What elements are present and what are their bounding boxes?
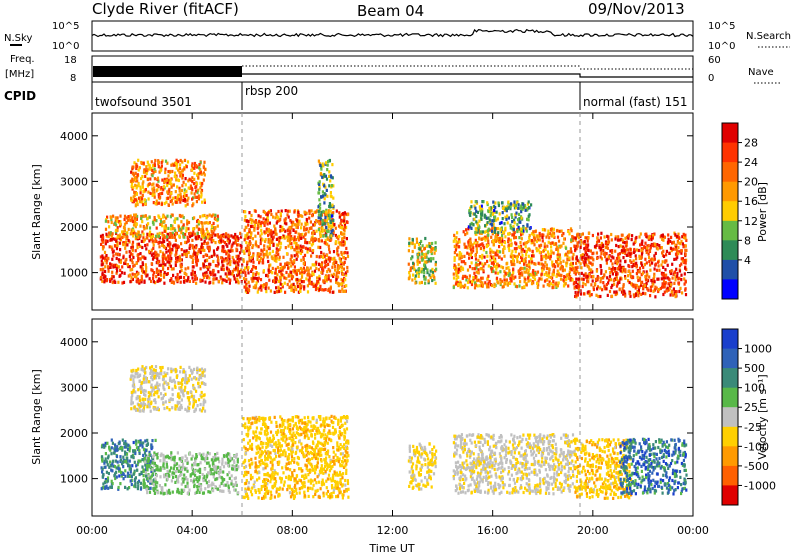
station-title: Clyde River (fitACF) (92, 0, 239, 18)
noise-tick-left-bottom: 10^0 (52, 41, 79, 52)
velocity-ytick-4000: 4000 (60, 336, 88, 349)
time-axis-label: Time UT (368, 542, 414, 554)
velocity-ytick-1000: 1000 (60, 473, 88, 486)
date-title: 09/Nov/2013 (588, 0, 685, 18)
velocity-region-5 (452, 433, 575, 496)
nave-tick-60: 60 (708, 55, 721, 66)
time-tick-6: 00:00 (677, 524, 709, 537)
noise-sky-line (91, 28, 694, 38)
power-cbar-tick-4: 12 (744, 215, 758, 228)
time-tick-5: 20:00 (577, 524, 609, 537)
power-colorbar: 28 24 20 16 12 8 4 (721, 122, 758, 300)
cpid-panel: CPID twofsound 3501 rbsp 200 normal (fas… (4, 81, 694, 110)
velocity-cbar-tick-1: 500 (744, 362, 765, 375)
power-ytick-3000: 3000 (60, 175, 88, 188)
cpid-segment-twofsound: twofsound 3501 (95, 95, 192, 109)
beam-title: Beam 04 (357, 2, 424, 20)
power-ytick-1000: 1000 (60, 267, 88, 280)
noise-search-label: N.Search (746, 31, 791, 42)
power-ytick-2000: 2000 (60, 221, 88, 234)
velocity-cbar-tick-3: 25 (744, 401, 758, 414)
power-region-5 (407, 236, 438, 285)
velocity-region-7 (619, 437, 688, 496)
power-region-0 (99, 231, 244, 285)
time-tick-3: 12:00 (377, 524, 409, 537)
time-tick-2: 08:00 (276, 524, 308, 537)
frequency-panel: Freq. [MHz] 18 8 60 0 Nave (5, 54, 780, 84)
time-tick-1: 04:00 (176, 524, 208, 537)
power-cbar-tick-6: 4 (744, 254, 751, 267)
freq-label-top: Freq. (10, 54, 35, 65)
velocity-panel: 1000 2000 3000 4000 Slant Range [km] (30, 318, 694, 517)
power-cbar-tick-5: 8 (744, 234, 751, 247)
power-panel: 1000 2000 3000 4000 Slant Range [km] (30, 112, 694, 311)
nave-label: Nave (748, 67, 774, 78)
velocity-cbar-tick-0: 1000 (744, 343, 772, 356)
nave-tick-0: 0 (708, 73, 714, 84)
cpid-segment-normal: normal (fast) 151 (583, 95, 687, 109)
velocity-cbar-tick-5: -100 (744, 440, 769, 453)
power-region-8 (572, 231, 688, 299)
power-region-6 (452, 227, 575, 290)
noise-tick-right-top: 10^5 (708, 21, 735, 32)
freq-tick-8: 8 (70, 73, 76, 84)
time-tick-0: 00:00 (76, 524, 108, 537)
velocity-ytick-3000: 3000 (60, 381, 88, 394)
time-axis: 00:00 04:00 08:00 12:00 16:00 20:00 00:00 (76, 113, 709, 537)
power-ylabel: Slant Range [km] (30, 164, 43, 260)
power-cbar-tick-2: 20 (744, 176, 758, 189)
cpid-segment-rbsp: rbsp 200 (245, 84, 298, 98)
velocity-colorbar: 1000 500 100 25 -25 -100 -500 -1000 (721, 328, 776, 506)
velocity-region-1 (142, 451, 240, 496)
velocity-cbar-tick-4: -25 (744, 421, 762, 434)
velocity-region-3 (242, 414, 350, 500)
velocity-region-2 (129, 365, 207, 413)
freq-label-bottom: [MHz] (5, 69, 34, 80)
velocity-region-4 (407, 442, 438, 491)
power-region-4 (317, 158, 335, 239)
power-region-2 (129, 158, 207, 208)
velocity-ylabel: Slant Range [km] (30, 369, 43, 465)
power-cbar-tick-1: 24 (744, 156, 758, 169)
power-ytick-4000: 4000 (60, 130, 88, 143)
velocity-cbar-tick-2: 100 (744, 382, 765, 395)
power-cbar-tick-0: 28 (744, 137, 758, 150)
power-region-3 (242, 209, 350, 294)
time-tick-4: 16:00 (477, 524, 509, 537)
freq-tick-18: 18 (64, 55, 77, 66)
noise-panel: N.Sky 10^5 10^0 10^5 10^0 N.Search (4, 20, 791, 52)
noise-sky-label: N.Sky (4, 33, 32, 44)
velocity-colorbar-label: Velocity [m s⁻¹] (756, 374, 769, 459)
power-region-7 (467, 200, 533, 235)
velocity-ytick-2000: 2000 (60, 427, 88, 440)
cpid-label: CPID (4, 89, 36, 103)
noise-tick-left-top: 10^5 (52, 21, 79, 32)
velocity-cbar-tick-6: -500 (744, 460, 769, 473)
power-colorbar-label: Power [dB] (756, 182, 769, 242)
noise-tick-right-bottom: 10^0 (708, 41, 735, 52)
velocity-cbar-tick-7: -1000 (744, 479, 776, 492)
power-cbar-tick-3: 16 (744, 195, 758, 208)
power-region-1 (104, 213, 220, 240)
